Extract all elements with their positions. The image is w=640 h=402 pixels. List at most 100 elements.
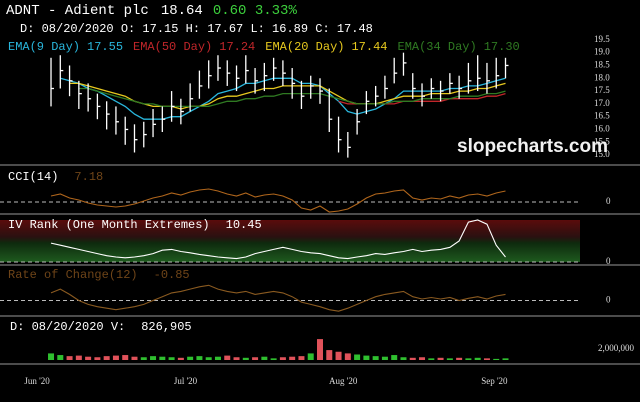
x-tick-label: Aug '20	[329, 376, 358, 386]
volume-bar	[289, 356, 296, 360]
volume-bar	[493, 358, 500, 360]
y-tick-label: 15.0	[594, 149, 610, 159]
indicator-line	[50, 219, 506, 260]
volume-bar	[381, 356, 388, 360]
legend-name: EMA(20 Day)	[265, 40, 344, 54]
legend-value: 17.30	[484, 40, 520, 54]
y-tick-label: 18.0	[594, 72, 610, 82]
indicator-name: CCI(14)	[8, 170, 58, 184]
volume-bar	[94, 357, 101, 360]
x-tick-label: Sep '20	[481, 376, 508, 386]
volume-bar	[131, 356, 138, 360]
indicator-line	[50, 188, 506, 213]
volume-bar	[307, 353, 314, 360]
volume-bar	[85, 356, 92, 360]
volume-bar	[187, 356, 194, 360]
volume-bar	[242, 357, 249, 360]
volume-bar	[465, 358, 472, 360]
volume-bar	[122, 355, 129, 360]
volume-bar	[177, 357, 184, 360]
volume-bar	[400, 357, 407, 360]
volume-bar	[335, 351, 342, 360]
y-tick-label: 19.5	[594, 34, 610, 44]
x-tick-label: Jul '20	[174, 376, 198, 386]
volume-bar	[233, 357, 240, 360]
volume-bar	[437, 357, 444, 360]
legend-value: 17.55	[87, 40, 123, 54]
volume-header: D: 08/20/2020 V: 826,905	[10, 320, 192, 334]
indicator-value: 10.45	[226, 218, 262, 232]
volume-bar	[456, 357, 463, 360]
iv-background	[0, 220, 580, 262]
y-tick-label: 0	[606, 295, 611, 305]
volume-bar	[140, 357, 147, 360]
title: ADNT - Adient plc	[6, 3, 149, 19]
volume-bar	[326, 350, 333, 360]
volume-bar	[48, 353, 55, 360]
volume-bar	[372, 356, 379, 360]
indicator-value: 7.18	[74, 170, 103, 184]
volume-bar	[298, 356, 305, 360]
volume-bar	[270, 358, 277, 360]
volume-bar	[409, 357, 416, 360]
y-tick-label: 17.0	[594, 98, 610, 108]
y-tick-label: 15.5	[594, 136, 610, 146]
header-title: ADNT - Adient plc 18.64 0.60 3.33%	[6, 3, 297, 19]
y-tick-label: 19.0	[594, 47, 610, 57]
volume-bar	[66, 356, 73, 360]
indicator-name: IV Rank (One Month Extremes)	[8, 218, 210, 232]
volume-bar	[279, 357, 286, 360]
volume-bar	[196, 356, 203, 360]
y-tick-label: 0	[606, 196, 611, 206]
watermark: slopecharts.com	[457, 136, 608, 157]
volume-bar	[168, 357, 175, 360]
volume-bar	[214, 356, 221, 360]
volume-bar	[474, 357, 481, 360]
indicator-header: CCI(14) 7.18	[8, 170, 103, 184]
indicator-line	[50, 284, 506, 312]
volume-bar	[428, 358, 435, 360]
legend-name: EMA(9 Day)	[8, 40, 80, 54]
volume-bar	[502, 358, 509, 360]
y-tick-label: 16.5	[594, 111, 610, 121]
volume-bar	[419, 357, 426, 360]
indicator-name: Rate of Change(12)	[8, 268, 138, 282]
indicator-value: -0.85	[154, 268, 190, 282]
volume-bar	[363, 355, 370, 360]
volume-bar	[57, 355, 64, 360]
legend-name: EMA(50 Day)	[133, 40, 212, 54]
volume-bar	[446, 358, 453, 360]
indicator-header: IV Rank (One Month Extremes) 10.45	[8, 218, 262, 232]
volume-bar	[261, 356, 268, 360]
volume-bar	[252, 357, 259, 360]
volume-bar	[150, 356, 157, 360]
volume-bar	[224, 355, 231, 360]
y-tick-label: 16.0	[594, 124, 610, 134]
last-price: 18.64	[161, 3, 203, 19]
y-tick-label: 17.5	[594, 85, 610, 95]
ema-legend: EMA(9 Day) 17.55 EMA(50 Day) 17.24 EMA(20 Da…	[8, 40, 520, 54]
volume-bar	[103, 356, 110, 360]
y-tick-label: 18.5	[594, 60, 610, 70]
volume-bar	[112, 355, 119, 360]
volume-value: 826,905	[141, 320, 191, 334]
volume-label: D: 08/20/2020 V:	[10, 320, 125, 334]
volume-bar	[317, 339, 323, 360]
volume-bar	[205, 357, 212, 360]
change: 0.60 3.33%	[213, 3, 298, 19]
volume-bar	[483, 358, 490, 360]
y-tick-label: 2,000,000	[598, 343, 635, 353]
legend-name: EMA(34 Day)	[398, 40, 477, 54]
indicator-header: Rate of Change(12) -0.85	[8, 268, 190, 282]
volume-bar	[344, 353, 351, 360]
x-tick-label: Jun '20	[24, 376, 50, 386]
legend-value: 17.44	[351, 40, 387, 54]
legend-value: 17.24	[219, 40, 255, 54]
volume-bar	[354, 354, 361, 360]
volume-bar	[391, 355, 398, 360]
ohlc-line: D: 08/20/2020 O: 17.15 H: 17.67 L: 16.89…	[20, 22, 373, 36]
volume-bar	[159, 356, 166, 360]
y-tick-label: 0	[606, 256, 611, 266]
